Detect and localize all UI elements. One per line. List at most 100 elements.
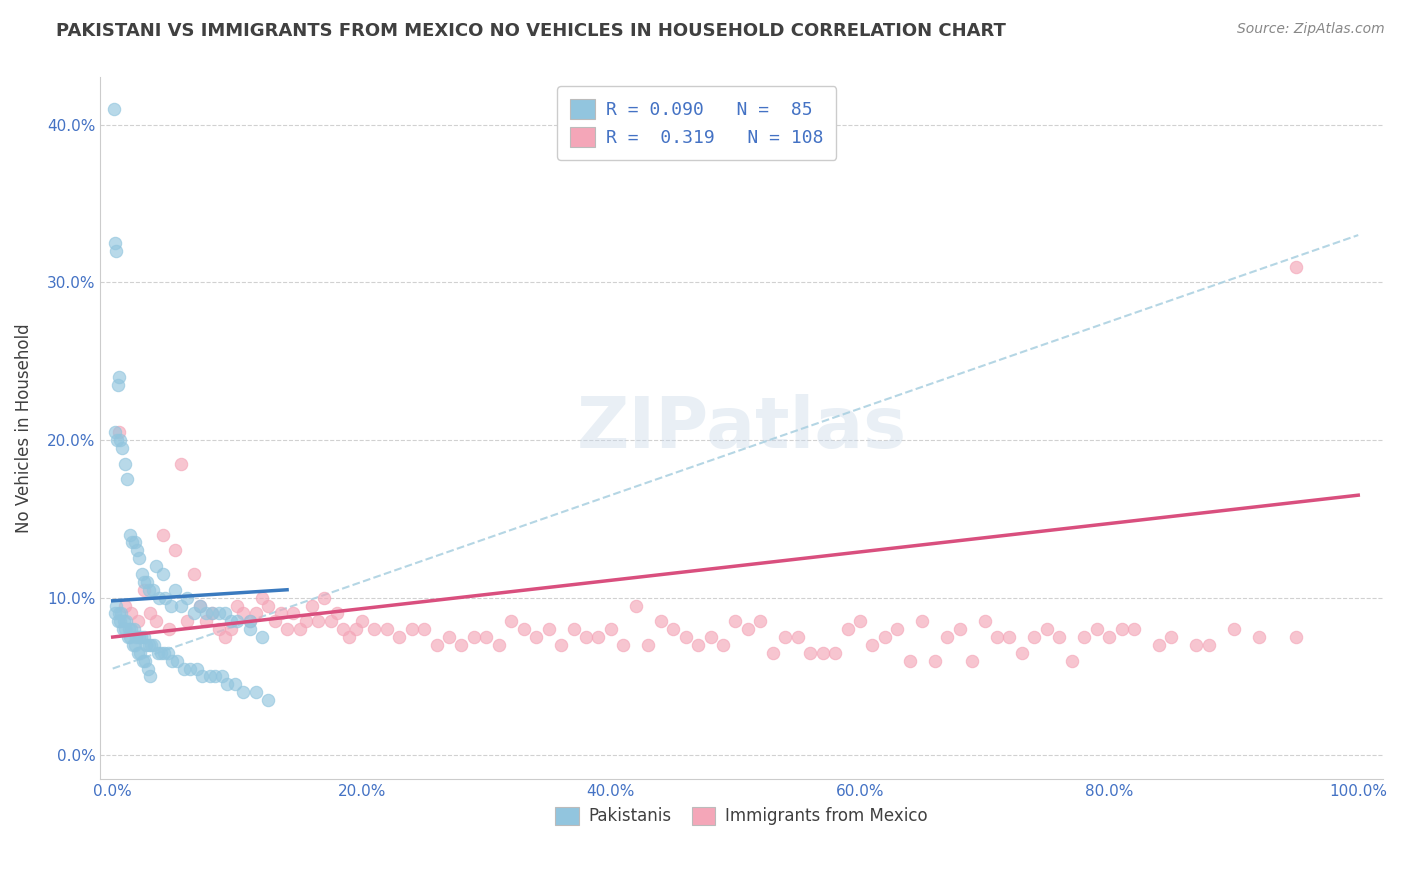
Point	[108, 607, 131, 621]
Point	[121, 535, 143, 549]
Point	[337, 630, 360, 644]
Point	[136, 574, 159, 589]
Point	[1160, 630, 1182, 644]
Point	[224, 677, 246, 691]
Point	[437, 630, 460, 644]
Point	[911, 615, 934, 629]
Point	[245, 685, 267, 699]
Point	[115, 615, 138, 629]
Point	[749, 615, 772, 629]
Point	[1247, 630, 1270, 644]
Point	[141, 638, 163, 652]
Point	[463, 630, 485, 644]
Point	[245, 607, 267, 621]
Point	[886, 622, 908, 636]
Point	[207, 622, 229, 636]
Point	[214, 607, 236, 621]
Point	[232, 685, 254, 699]
Point	[127, 646, 149, 660]
Point	[114, 457, 136, 471]
Point	[129, 646, 152, 660]
Point	[163, 582, 186, 597]
Point	[375, 622, 398, 636]
Point	[1198, 638, 1220, 652]
Point	[288, 622, 311, 636]
Point	[124, 535, 146, 549]
Point	[232, 607, 254, 621]
Legend: Pakistanis, Immigrants from Mexico: Pakistanis, Immigrants from Mexico	[547, 798, 936, 834]
Point	[204, 669, 226, 683]
Point	[120, 622, 142, 636]
Point	[600, 622, 623, 636]
Point	[115, 472, 138, 486]
Point	[811, 646, 834, 660]
Point	[960, 654, 983, 668]
Point	[257, 599, 280, 613]
Point	[201, 607, 224, 621]
Point	[110, 607, 132, 621]
Point	[314, 591, 336, 605]
Point	[217, 677, 239, 691]
Point	[111, 622, 134, 636]
Point	[688, 638, 710, 652]
Point	[108, 370, 131, 384]
Point	[112, 615, 135, 629]
Point	[307, 615, 329, 629]
Point	[107, 377, 129, 392]
Point	[637, 638, 659, 652]
Point	[128, 551, 150, 566]
Point	[195, 615, 218, 629]
Point	[711, 638, 734, 652]
Point	[108, 615, 131, 629]
Point	[257, 693, 280, 707]
Point	[163, 543, 186, 558]
Point	[283, 607, 305, 621]
Point	[120, 630, 142, 644]
Point	[211, 669, 233, 683]
Point	[103, 425, 125, 439]
Point	[148, 591, 170, 605]
Point	[239, 622, 262, 636]
Point	[1085, 622, 1108, 636]
Point	[1060, 654, 1083, 668]
Point	[301, 599, 323, 613]
Point	[120, 607, 142, 621]
Point	[475, 630, 498, 644]
Point	[188, 599, 211, 613]
Point	[239, 615, 262, 629]
Point	[160, 599, 183, 613]
Point	[162, 654, 184, 668]
Point	[150, 646, 173, 660]
Point	[1222, 622, 1244, 636]
Point	[537, 622, 560, 636]
Point	[117, 630, 139, 644]
Point	[1185, 638, 1208, 652]
Point	[188, 599, 211, 613]
Y-axis label: No Vehicles in Household: No Vehicles in Household	[15, 324, 32, 533]
Point	[873, 630, 896, 644]
Point	[401, 622, 423, 636]
Point	[132, 630, 155, 644]
Point	[198, 669, 221, 683]
Text: ZIPatlas: ZIPatlas	[576, 393, 907, 463]
Point	[107, 615, 129, 629]
Point	[425, 638, 447, 652]
Point	[344, 622, 367, 636]
Point	[105, 433, 128, 447]
Point	[326, 607, 349, 621]
Point	[936, 630, 959, 644]
Point	[183, 607, 205, 621]
Point	[142, 638, 165, 652]
Point	[512, 622, 534, 636]
Point	[226, 615, 249, 629]
Point	[114, 622, 136, 636]
Point	[762, 646, 785, 660]
Point	[294, 615, 316, 629]
Point	[183, 566, 205, 581]
Point	[1098, 630, 1121, 644]
Point	[413, 622, 436, 636]
Point	[118, 622, 141, 636]
Point	[1024, 630, 1046, 644]
Point	[699, 630, 721, 644]
Point	[562, 622, 585, 636]
